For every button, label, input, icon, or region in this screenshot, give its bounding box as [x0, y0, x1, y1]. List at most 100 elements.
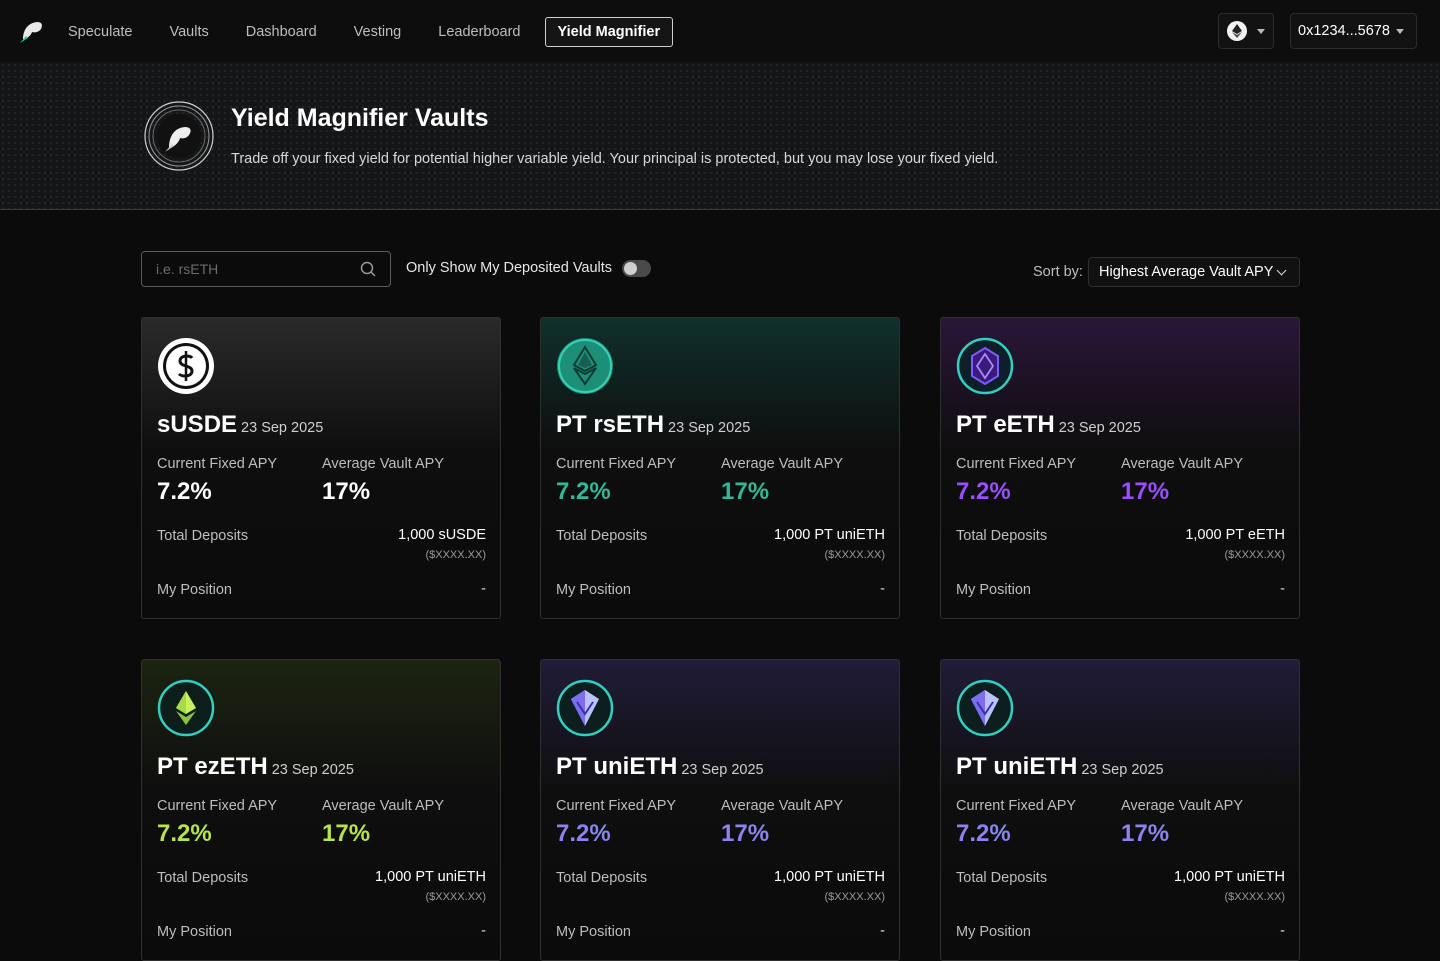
vault-name: sUSDE 23 Sep 2025 [157, 411, 323, 439]
network-selector[interactable] [1218, 13, 1274, 49]
fixed-apy-value: 7.2% [956, 478, 1011, 505]
vault-maturity-date: 23 Sep 2025 [681, 762, 764, 778]
total-deposits-value: 1,000 PT eETH [1185, 527, 1285, 543]
fixed-apy-label: Current Fixed APY [556, 456, 677, 472]
vault-apy-value: 17% [322, 478, 371, 505]
total-deposits-usd: ($XXXX.XX) [425, 549, 486, 561]
sort-label: Sort by: [1033, 264, 1083, 280]
nav-link-vaults[interactable]: Vaults [169, 24, 209, 40]
vault-name: PT uniETH 23 Sep 2025 [556, 753, 764, 781]
ezeth-token-icon [157, 679, 215, 737]
total-deposits-label: Total Deposits [956, 870, 1048, 886]
vault-apy-label: Average Vault APY [721, 798, 843, 814]
search-input[interactable] [142, 252, 352, 286]
fixed-apy-label: Current Fixed APY [556, 798, 677, 814]
vault-apy-label: Average Vault APY [322, 798, 444, 814]
deposited-vaults-toggle[interactable] [622, 260, 651, 277]
total-deposits-value: 1,000 PT uniETH [1174, 869, 1285, 885]
chevron-down-icon [1396, 28, 1404, 34]
page-header: Yield Magnifier Vaults Trade off your fi… [0, 62, 1440, 210]
my-position-label: My Position [157, 924, 232, 940]
total-deposits-value: 1,000 PT uniETH [375, 869, 486, 885]
ethereum-icon [1227, 21, 1247, 41]
vault-card-pt-rseth[interactable]: PT rsETH 23 Sep 2025 Current Fixed APY Aver… [540, 317, 900, 619]
vault-name: PT ezETH 23 Sep 2025 [157, 753, 354, 781]
nav-link-yield-magnifier[interactable]: Yield Magnifier [544, 17, 674, 47]
vault-apy-label: Average Vault APY [1121, 456, 1243, 472]
fixed-apy-value: 7.2% [157, 820, 212, 847]
wallet-button[interactable]: 0x1234...5678 [1290, 13, 1417, 49]
my-position-label: My Position [956, 924, 1031, 940]
unieth-token-icon [956, 679, 1014, 737]
total-deposits-label: Total Deposits [556, 528, 648, 544]
total-deposits-usd: ($XXXX.XX) [824, 549, 885, 561]
vault-name-text: sUSDE [157, 411, 238, 438]
wallet-address: 0x1234...5678 [1298, 23, 1390, 39]
sort-value: Highest Average Vault APY [1099, 264, 1274, 280]
total-deposits-value: 1,000 PT uniETH [774, 527, 885, 543]
total-deposits-label: Total Deposits [956, 528, 1048, 544]
fixed-apy-value: 7.2% [157, 478, 212, 505]
vault-card-pt-unieth-1[interactable]: PT uniETH 23 Sep 2025 Current Fixed APY Ave… [540, 659, 900, 961]
my-position-value: - [1280, 581, 1285, 597]
total-deposits-label: Total Deposits [157, 528, 249, 544]
vault-apy-value: 17% [1121, 478, 1170, 505]
vault-maturity-date: 23 Sep 2025 [241, 420, 324, 436]
fixed-apy-value: 7.2% [556, 820, 611, 847]
vault-card-susde[interactable]: sUSDE 23 Sep 2025 Current Fixed APY Average… [141, 317, 501, 619]
my-position-label: My Position [556, 924, 631, 940]
vault-name: PT eETH 23 Sep 2025 [956, 411, 1141, 439]
nav-link-leaderboard[interactable]: Leaderboard [438, 24, 521, 40]
vault-maturity-date: 23 Sep 2025 [1058, 420, 1141, 436]
vault-apy-value: 17% [322, 820, 371, 847]
fixed-apy-label: Current Fixed APY [956, 456, 1077, 472]
vault-name-text: PT rsETH [556, 411, 665, 438]
vault-apy-label: Average Vault APY [322, 456, 444, 472]
unieth-token-icon [556, 679, 614, 737]
app-logo-icon[interactable] [17, 17, 45, 45]
vault-name-text: PT uniETH [956, 753, 1078, 780]
my-position-value: - [481, 581, 486, 597]
vault-apy-value: 17% [1121, 820, 1170, 847]
vault-name-text: PT uniETH [556, 753, 678, 780]
my-position-label: My Position [157, 582, 232, 598]
my-position-value: - [1280, 923, 1285, 939]
fixed-apy-label: Current Fixed APY [956, 798, 1077, 814]
chevron-down-icon [1276, 265, 1287, 275]
my-position-label: My Position [956, 582, 1031, 598]
top-navbar: Speculate Vaults Dashboard Vesting Leade… [0, 0, 1440, 62]
vault-apy-value: 17% [721, 478, 770, 505]
vault-maturity-date: 23 Sep 2025 [1081, 762, 1164, 778]
nav-link-dashboard[interactable]: Dashboard [245, 24, 317, 40]
vault-card-pt-unieth-2[interactable]: PT uniETH 23 Sep 2025 Current Fixed APY Ave… [940, 659, 1300, 961]
nav-links: Speculate Vaults Dashboard Vesting Leade… [55, 17, 684, 47]
fixed-apy-label: Current Fixed APY [157, 798, 278, 814]
vault-name-text: PT ezETH [157, 753, 268, 780]
vault-name-text: PT eETH [956, 411, 1055, 438]
fixed-apy-value: 7.2% [556, 478, 611, 505]
total-deposits-value: 1,000 PT uniETH [774, 869, 885, 885]
sort-dropdown[interactable]: Highest Average Vault APY [1088, 257, 1300, 287]
search-icon[interactable] [360, 261, 376, 277]
deposited-toggle-label: Only Show My Deposited Vaults [406, 260, 613, 276]
nav-link-speculate[interactable]: Speculate [68, 24, 133, 40]
vault-apy-value: 17% [721, 820, 770, 847]
vault-maturity-date: 23 Sep 2025 [668, 420, 751, 436]
vault-name: PT uniETH 23 Sep 2025 [956, 753, 1164, 781]
fixed-apy-value: 7.2% [956, 820, 1011, 847]
vault-card-pt-eeth[interactable]: PT eETH 23 Sep 2025 Current Fixed APY Avera… [940, 317, 1300, 619]
total-deposits-usd: ($XXXX.XX) [1224, 891, 1285, 903]
total-deposits-usd: ($XXXX.XX) [824, 891, 885, 903]
total-deposits-usd: ($XXXX.XX) [1224, 549, 1285, 561]
fixed-apy-label: Current Fixed APY [157, 456, 278, 472]
nav-link-vesting[interactable]: Vesting [353, 24, 402, 40]
dollar-coin-icon [158, 338, 214, 394]
my-position-value: - [880, 581, 885, 597]
total-deposits-usd: ($XXXX.XX) [425, 891, 486, 903]
toggle-knob [624, 262, 637, 275]
vault-card-pt-ezeth[interactable]: PT ezETH 23 Sep 2025 Current Fixed APY Aver… [141, 659, 501, 961]
my-position-label: My Position [556, 582, 631, 598]
yield-magnifier-logo-icon [144, 101, 214, 171]
total-deposits-label: Total Deposits [556, 870, 648, 886]
page-subtitle: Trade off your fixed yield for potential… [231, 151, 999, 167]
